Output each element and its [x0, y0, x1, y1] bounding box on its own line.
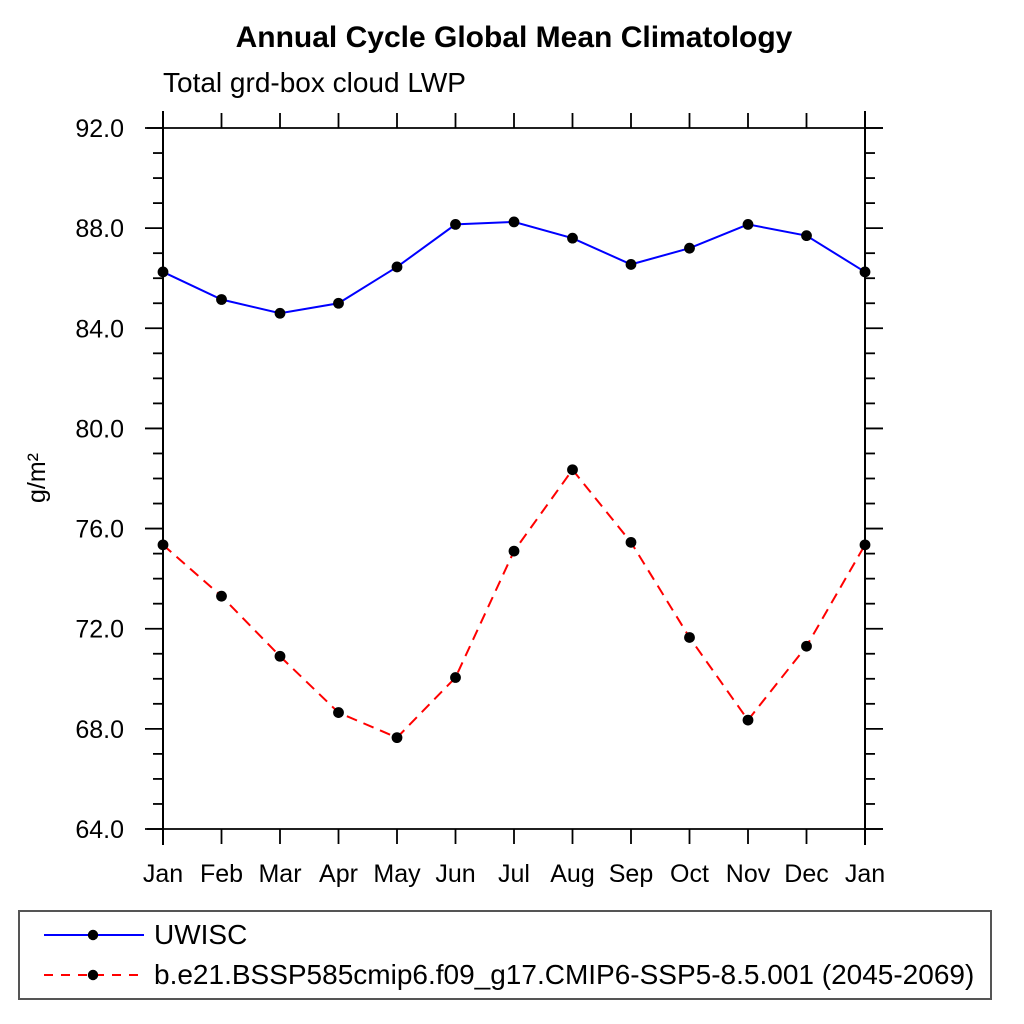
x-tick-label: Apr — [319, 860, 358, 888]
data-point-marker — [742, 218, 754, 230]
y-tick-label: 92.0 — [75, 115, 124, 143]
legend: UWISC b.e21.BSSP585cmip6.f09_g17.CMIP6-S… — [18, 910, 992, 1000]
data-point-marker — [391, 261, 403, 273]
data-point-marker — [508, 216, 520, 228]
data-point-marker — [567, 464, 578, 476]
data-point-marker — [684, 242, 695, 254]
x-tick-label: Nov — [726, 860, 771, 888]
x-tick-label: Mar — [258, 860, 301, 888]
data-point-marker — [450, 218, 461, 230]
data-point-marker — [157, 539, 169, 551]
data-point-marker — [333, 297, 344, 309]
data-point-marker — [859, 266, 871, 278]
x-tick-label: Jun — [435, 860, 475, 888]
data-point-marker — [450, 672, 461, 683]
legend-label-model: b.e21.BSSP585cmip6.f09_g17.CMIP6-SSP5-8.… — [154, 959, 975, 990]
data-point-marker — [216, 590, 227, 602]
data-point-marker — [625, 536, 637, 548]
data-point-marker — [625, 259, 637, 270]
data-point-marker — [333, 707, 344, 718]
x-tick-label: Jul — [498, 860, 530, 888]
data-point-marker — [742, 714, 754, 726]
chart-title: Annual Cycle Global Mean Climatology — [235, 21, 793, 54]
x-tick-label: Dec — [784, 860, 828, 888]
series-line-1 — [162, 468, 866, 739]
data-point-marker — [801, 640, 812, 652]
data-point-marker — [859, 539, 871, 551]
data-point-marker — [391, 732, 403, 744]
x-tick-label: Feb — [200, 860, 243, 888]
data-point-marker — [274, 650, 286, 662]
legend-sample-dashed-line-icon — [44, 969, 144, 981]
legend-entry-uwisc: UWISC — [20, 915, 990, 955]
y-tick-label: 88.0 — [75, 215, 124, 243]
data-point-marker — [684, 632, 695, 643]
series-line-0 — [162, 220, 866, 315]
data-point-marker — [274, 307, 286, 319]
data-point-marker — [157, 266, 169, 278]
legend-sample-solid-line-icon — [44, 929, 144, 941]
legend-entry-model: b.e21.BSSP585cmip6.f09_g17.CMIP6-SSP5-8.… — [20, 955, 990, 995]
y-tick-label: 68.0 — [75, 716, 124, 744]
y-axis-title: g/m² — [23, 453, 51, 503]
x-tick-label: Aug — [550, 860, 594, 888]
x-tick-label: Jan — [143, 860, 183, 888]
legend-label-uwisc: UWISC — [154, 919, 248, 950]
x-tick-label: Oct — [670, 860, 709, 888]
data-point-marker — [508, 545, 520, 557]
data-point-marker — [567, 232, 578, 244]
y-tick-label: 76.0 — [75, 516, 124, 544]
y-tick-label: 72.0 — [75, 616, 124, 644]
x-tick-label: Sep — [609, 860, 653, 888]
x-tick-label: May — [373, 860, 421, 888]
data-point-marker — [216, 294, 227, 305]
y-tick-label: 84.0 — [75, 315, 124, 343]
data-point-marker — [801, 230, 812, 242]
y-tick-label: 80.0 — [75, 415, 124, 443]
chart-subtitle: Total grd-box cloud LWP — [163, 67, 466, 98]
x-tick-label: Jan — [845, 860, 885, 888]
y-tick-label: 64.0 — [75, 816, 124, 844]
